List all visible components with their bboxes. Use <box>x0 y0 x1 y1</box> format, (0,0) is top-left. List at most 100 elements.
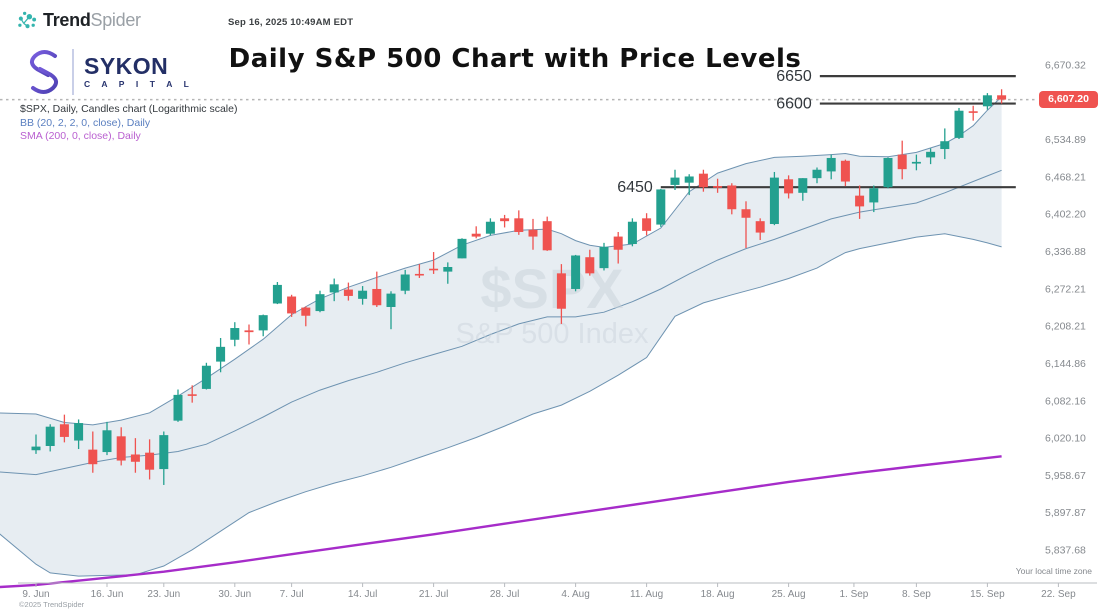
candle-Jun-10 <box>45 424 55 452</box>
sma-200-line <box>0 455 1002 589</box>
candle-body <box>301 307 311 316</box>
candle-body <box>826 157 836 172</box>
candle-Aug-8 <box>627 218 637 247</box>
candle-body <box>145 452 155 470</box>
candle-Jul-15 <box>372 271 382 307</box>
candle-body <box>201 365 211 389</box>
price-level-label-6600: 6600 <box>776 96 812 113</box>
candle-Jul-11 <box>343 282 353 301</box>
logo-divider <box>72 49 74 95</box>
price-level-label-6450: 6450 <box>617 179 653 196</box>
candle-body <box>372 288 382 306</box>
candle-body <box>429 268 439 271</box>
candle-Jun-11 <box>59 414 69 443</box>
candle-Jul-21 <box>429 252 439 274</box>
candle-body <box>556 273 566 309</box>
candle-body <box>911 161 921 164</box>
trendspider-logo-icon <box>18 11 37 29</box>
candle-body <box>698 173 708 188</box>
candle-Jul-3 <box>272 282 282 305</box>
candle-body <box>968 111 978 113</box>
candle-Jul-17 <box>400 269 410 295</box>
candle-Aug-27 <box>812 167 822 184</box>
candle-body <box>784 179 794 194</box>
candle-Sep-8 <box>911 154 921 171</box>
x-tick-label: 4. Aug <box>561 589 589 600</box>
candle-body <box>457 238 467 259</box>
candle-body <box>287 296 297 314</box>
candle-body <box>769 177 779 225</box>
y-axis-label: 6,336.88 <box>1045 246 1086 258</box>
x-tick-label: 22. Sep <box>1041 589 1076 600</box>
x-tick-label: 28. Jul <box>490 589 519 600</box>
candle-Sep-10 <box>940 128 950 160</box>
x-tick-label: 1. Sep <box>839 589 868 600</box>
candle-Sep-9 <box>926 148 936 165</box>
candle-body <box>869 188 879 203</box>
candle-Jul-25 <box>485 218 495 236</box>
candle-Aug-6 <box>599 242 609 271</box>
x-tick-label: 30. Jun <box>218 589 251 600</box>
candle-body <box>741 209 751 218</box>
candle-Jul-1 <box>244 324 254 345</box>
bollinger-bands <box>0 96 1002 577</box>
candle-body <box>613 236 623 250</box>
legend-bollinger-row[interactable]: BB (20, 2, 2, 0, close), Daily <box>20 117 151 129</box>
candle-body <box>159 435 169 470</box>
candle-Aug-13 <box>670 169 680 190</box>
copyright-note: ©2025 TrendSpider <box>19 600 85 609</box>
candle-Aug-21 <box>755 218 765 241</box>
candle-Jun-27 <box>216 338 226 373</box>
candle-body <box>982 95 992 107</box>
candle-Aug-12 <box>656 188 666 227</box>
chart-timestamp: Sep 16, 2025 10:49AM EDT <box>228 17 354 28</box>
candle-Sep-5 <box>897 140 907 180</box>
y-axis-label: 6,272.21 <box>1045 283 1086 295</box>
legend-symbol-row[interactable]: $SPX, Daily, Candles chart (Logarithmic … <box>20 103 238 115</box>
x-tick-label: 7. Jul <box>280 589 304 600</box>
x-tick-label: 21. Jul <box>419 589 448 600</box>
candle-Jul-22 <box>443 262 453 284</box>
y-axis[interactable]: 6,670.326,607.206,534.896,468.216,402.20… <box>1045 60 1086 557</box>
candle-Sep-4 <box>883 157 893 189</box>
last-price-badge: 6,607.20 <box>1039 91 1098 108</box>
candle-body <box>542 221 552 251</box>
price-level-label-6650: 6650 <box>776 68 812 85</box>
x-tick-label: 25. Aug <box>772 589 806 600</box>
candle-Jul-28 <box>500 214 510 228</box>
candle-Aug-19 <box>727 183 737 215</box>
bollinger-middle-line <box>0 169 1002 476</box>
candle-body <box>599 246 609 269</box>
candle-body <box>45 426 55 446</box>
candle-body <box>585 257 595 274</box>
candle-Sep-12 <box>968 105 978 121</box>
candle-Jun-13 <box>88 431 98 473</box>
candle-Jul-23 <box>457 238 467 259</box>
candle-Jun-24 <box>173 389 183 422</box>
timezone-note[interactable]: Your local time zone <box>1015 566 1092 576</box>
watermark-name: S&P 500 Index <box>456 318 649 350</box>
candle-Jul-24 <box>471 226 481 239</box>
candle-Jun-9 <box>31 434 41 454</box>
brand-word-bold: Trend <box>43 10 91 30</box>
y-axis-label: 6,208.21 <box>1045 321 1086 333</box>
x-tick-label: 16. Jun <box>91 589 124 600</box>
candle-body <box>272 284 282 304</box>
y-axis-label: 6,534.89 <box>1045 134 1086 146</box>
y-axis-label: 6,402.20 <box>1045 209 1086 221</box>
candle-Aug-15 <box>698 169 708 192</box>
candle-body <box>670 177 680 185</box>
candle-body <box>173 394 183 421</box>
trendspider-logo: TrendSpider <box>18 10 141 31</box>
candle-Jul-29 <box>514 210 524 235</box>
candle-body <box>897 154 907 170</box>
candle-Jul-7 <box>287 294 297 317</box>
x-axis[interactable]: 9. Jun 16. Jun 23. Jun 30. Jun 7. Jul 14. Jul… <box>18 582 1097 600</box>
candle-Jul-16 <box>386 291 396 330</box>
legend-sma-row[interactable]: SMA (200, 0, close), Daily <box>20 130 141 142</box>
candle-Jun-30 <box>230 322 240 347</box>
candle-body <box>883 157 893 188</box>
